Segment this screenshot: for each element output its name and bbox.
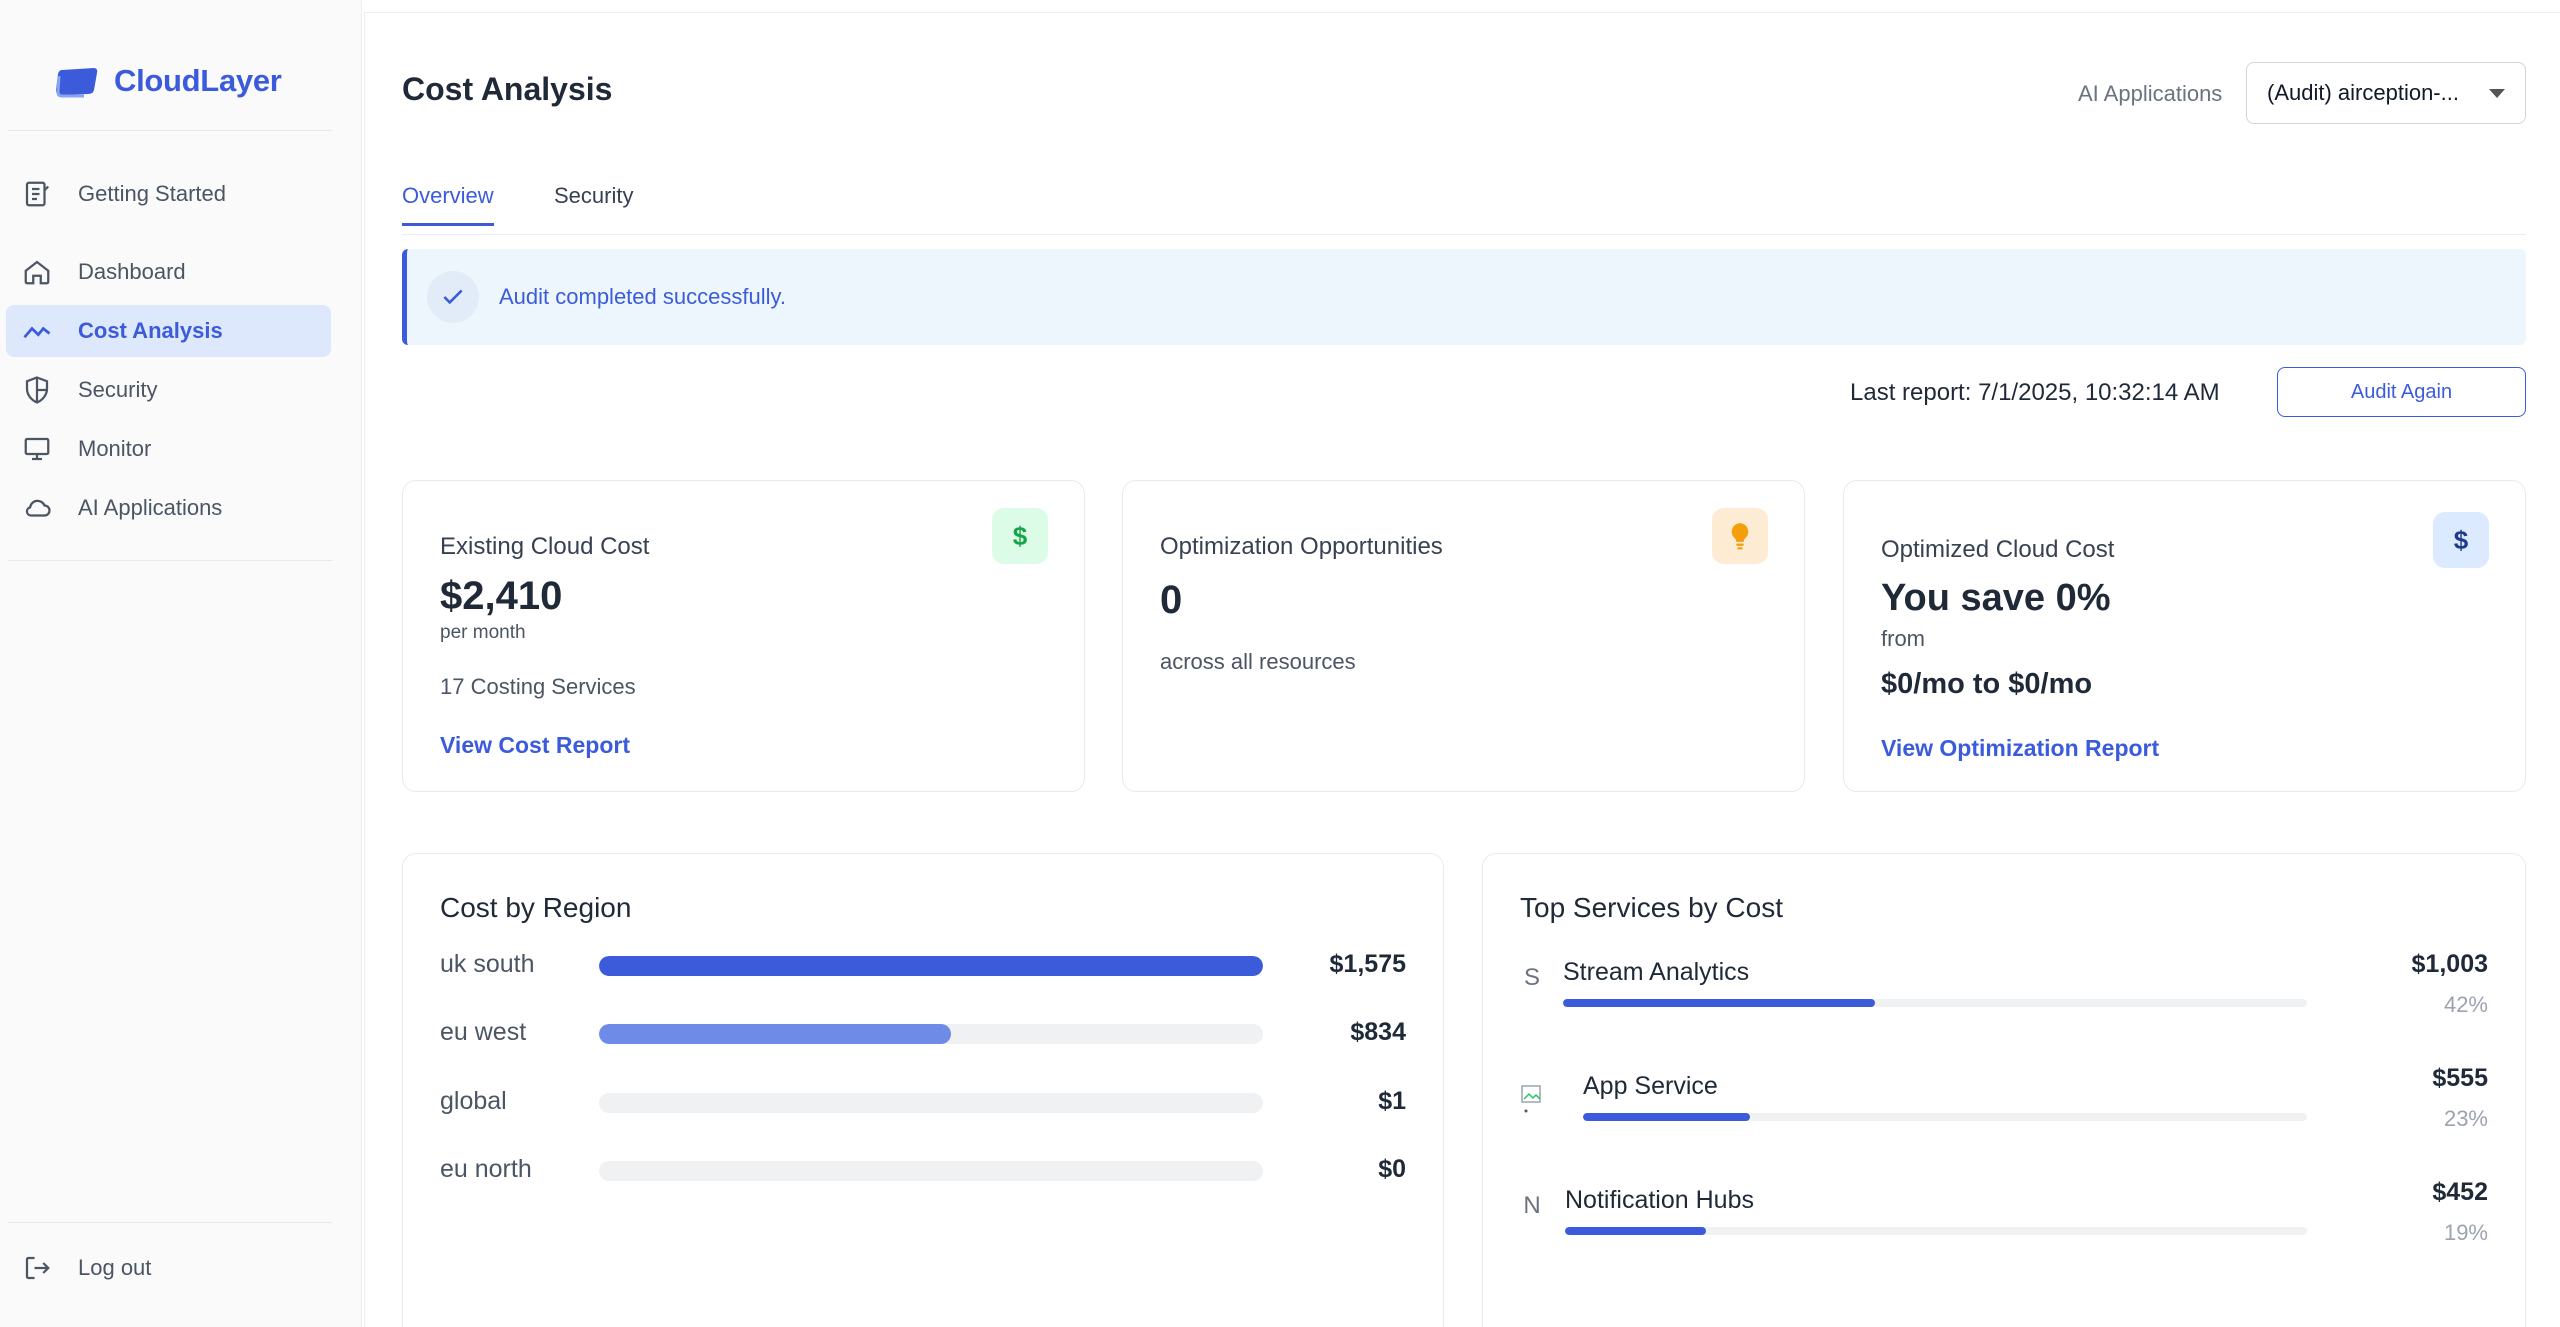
section-title: Top Services by Cost — [1520, 892, 1783, 923]
ai-applications-label: AI Applications — [2078, 81, 2223, 106]
region-name: eu west — [440, 1018, 527, 1046]
service-initial-badge: N — [1523, 1192, 1541, 1219]
broken-image-icon — [1520, 1084, 1546, 1114]
sidebar-item-ai-applications[interactable]: AI Applications — [6, 482, 331, 534]
region-name: global — [440, 1087, 507, 1115]
tab-bar: Overview Security — [402, 173, 2526, 235]
service-bar-track — [1583, 1113, 2307, 1121]
costing-services-count: 17 Costing Services — [440, 674, 636, 699]
sidebar-item-getting-started[interactable]: Getting Started — [6, 168, 331, 220]
brand-logo[interactable]: CloudLayer — [54, 58, 282, 104]
tab-overview[interactable]: Overview — [402, 183, 494, 226]
dollar-icon: $ — [992, 508, 1048, 564]
service-name: Stream Analytics — [1563, 958, 1750, 986]
region-bar-track — [599, 1093, 1263, 1113]
region-cost-value: $1,575 — [1329, 950, 1406, 978]
region-bar-track — [599, 1161, 1263, 1181]
savings-percent: You save 0% — [1881, 577, 2111, 619]
existing-cost-period: per month — [440, 622, 526, 643]
savings-from-label: from — [1881, 626, 1925, 651]
trend-line-icon — [20, 314, 54, 348]
service-cost-value: $452 — [2432, 1178, 2488, 1206]
logout-button[interactable]: Log out — [6, 1242, 331, 1294]
check-icon — [427, 271, 479, 323]
clipboard-list-icon — [20, 177, 54, 211]
top-services-card: Top Services by Cost S Stream Analytics $1… — [1482, 853, 2526, 1327]
monitor-icon — [20, 432, 54, 466]
card-title: Optimized Cloud Cost — [1881, 536, 2115, 563]
sidebar-item-label: Security — [78, 377, 158, 402]
success-alert: Audit completed successfully. — [402, 249, 2526, 345]
service-bar-track — [1563, 999, 2307, 1007]
service-cost-percent: 19% — [2443, 1220, 2488, 1245]
service-initial-badge: S — [1523, 964, 1540, 991]
region-cost-value: $834 — [1350, 1018, 1406, 1046]
ai-application-select[interactable]: (Audit) airception-... — [2246, 62, 2526, 124]
last-report-timestamp: Last report: 7/1/2025, 10:32:14 AM — [1850, 379, 2220, 406]
main-panel: Cost Analysis AI Applications (Audit) ai… — [364, 12, 2560, 1327]
region-cost-value: $1 — [1378, 1087, 1406, 1115]
sidebar-divider — [8, 560, 332, 561]
cloud-icon — [20, 491, 54, 525]
existing-cost-amount: $2,410 — [440, 574, 563, 618]
service-cost-percent: 23% — [2443, 1106, 2488, 1131]
region-bar-track — [599, 1024, 1263, 1044]
sidebar: CloudLayer Getting Started Dashboard Cos… — [0, 0, 362, 1327]
region-bar-fill — [599, 956, 1263, 976]
lightbulb-icon — [1712, 508, 1768, 564]
sidebar-item-label: Dashboard — [78, 259, 186, 284]
logout-label: Log out — [78, 1255, 152, 1280]
sidebar-item-label: AI Applications — [78, 495, 223, 520]
region-name: uk south — [440, 950, 535, 978]
tab-security[interactable]: Security — [554, 183, 634, 208]
logout-icon — [20, 1251, 54, 1285]
region-name: eu north — [440, 1155, 532, 1183]
savings-range: $0/mo to $0/mo — [1881, 668, 2093, 700]
card-title: Optimization Opportunities — [1160, 533, 1443, 560]
sidebar-item-label: Getting Started — [78, 181, 226, 206]
sidebar-item-security[interactable]: Security — [6, 364, 331, 416]
view-cost-report-link[interactable]: View Cost Report — [440, 732, 630, 758]
brand-name: CloudLayer — [114, 63, 282, 98]
ai-application-select-value: (Audit) airception-... — [2267, 80, 2459, 105]
sidebar-item-monitor[interactable]: Monitor — [6, 423, 331, 475]
audit-again-button[interactable]: Audit Again — [2277, 367, 2526, 417]
service-bar-fill — [1583, 1113, 1750, 1121]
shield-icon — [20, 373, 54, 407]
service-bar-fill — [1563, 999, 1876, 1007]
caret-down-icon — [2489, 89, 2505, 98]
service-bar-track — [1565, 1227, 2307, 1235]
sidebar-item-label: Monitor — [78, 436, 152, 461]
card-title: Existing Cloud Cost — [440, 533, 650, 560]
opportunities-subtitle: across all resources — [1160, 649, 1356, 674]
sidebar-divider — [8, 1222, 332, 1223]
view-optimization-report-link[interactable]: View Optimization Report — [1881, 735, 2160, 761]
service-name: App Service — [1583, 1072, 1718, 1100]
sidebar-item-label: Cost Analysis — [78, 318, 223, 343]
cost-by-region-card: Cost by Region uk south $1,575 eu west $834… — [402, 853, 1444, 1327]
service-name: Notification Hubs — [1565, 1186, 1754, 1214]
optimization-opportunities-card: Optimization Opportunities 0 across all … — [1122, 480, 1805, 792]
service-bar-fill — [1565, 1227, 1706, 1235]
service-cost-value: $1,003 — [2411, 950, 2488, 978]
dollar-icon: $ — [2433, 512, 2489, 568]
region-bar-track — [599, 956, 1263, 976]
opportunities-count: 0 — [1160, 578, 1183, 622]
logo-icon — [56, 68, 98, 98]
sidebar-divider — [8, 130, 332, 131]
service-cost-percent: 42% — [2443, 992, 2488, 1017]
region-cost-value: $0 — [1378, 1155, 1406, 1183]
service-cost-value: $555 — [2432, 1064, 2488, 1092]
optimized-cost-card: Optimized Cloud Cost $ You save 0% from … — [1843, 480, 2526, 792]
section-title: Cost by Region — [440, 892, 632, 923]
home-icon — [20, 255, 54, 289]
existing-cost-card: Existing Cloud Cost $ $2,410 per month 1… — [402, 480, 1085, 792]
alert-message: Audit completed successfully. — [499, 284, 786, 309]
sidebar-item-dashboard[interactable]: Dashboard — [6, 246, 331, 298]
page-title: Cost Analysis — [402, 71, 613, 107]
region-bar-fill — [599, 1024, 951, 1044]
sidebar-item-cost-analysis[interactable]: Cost Analysis — [6, 305, 331, 357]
